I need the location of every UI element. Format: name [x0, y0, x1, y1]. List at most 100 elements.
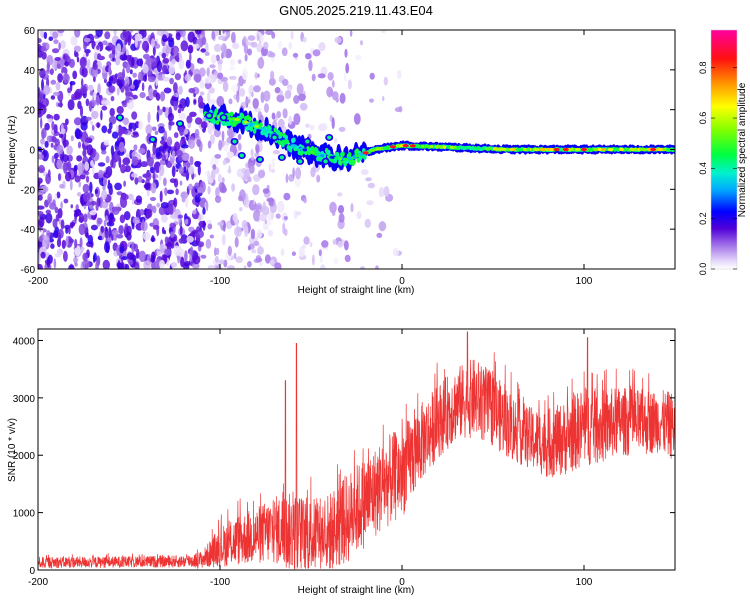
spectrogram-noise-blob: [298, 246, 305, 258]
spectrogram-noise-blob: [85, 116, 92, 121]
spectrogram-noise-blob: [223, 220, 226, 232]
spectrogram-noise-blob: [142, 64, 149, 74]
spectrogram-noise-blob: [109, 75, 114, 82]
spectrogram-ridge-mid: [249, 126, 254, 132]
spectrogram-noise-blob: [210, 54, 217, 64]
spectrogram-noise-blob: [268, 197, 274, 206]
spectrogram-ridge-mid: [327, 149, 331, 155]
spectrogram-ridge-core: [285, 140, 289, 144]
spectrogram-blob-core: [117, 115, 123, 120]
spectrogram-noise-blob: [74, 238, 78, 249]
spectrogram-blob-core: [232, 139, 237, 144]
spectrogram-noise-blob: [226, 151, 235, 158]
spectrogram-noise-blob: [258, 213, 267, 222]
spectrogram-noise-blob: [97, 217, 103, 225]
spectrogram-noise-blob: [47, 193, 53, 204]
spectrogram-noise-blob: [109, 213, 115, 221]
spectrogram-noise-blob: [200, 121, 208, 129]
spectrogram-noise-blob: [84, 161, 90, 171]
spectrogram-noise-blob: [125, 61, 131, 74]
spectrogram-noise-blob: [221, 130, 225, 142]
colorbar-tick-label: 0.2: [698, 212, 708, 225]
snr-frame: [37, 328, 676, 571]
spectrogram-noise-blob: [174, 141, 181, 152]
spectrogram-noise-blob: [40, 251, 46, 259]
spectrogram-noise-blob: [221, 52, 224, 59]
spectrogram-noise-blob: [293, 95, 300, 104]
spectrogram-noise-blob: [224, 48, 232, 59]
spectrogram-noise-blob: [382, 95, 385, 102]
spectrogram-noise-blob: [53, 123, 58, 134]
spectrogram-noise-blob: [383, 76, 388, 86]
snr-ytick-label: 2000: [13, 451, 36, 462]
spectrogram-noise-blob: [196, 226, 201, 233]
spectrogram-noise-blob: [344, 254, 351, 263]
spectrogram-noise-blob: [121, 256, 128, 261]
spectrogram-noise-blob: [183, 262, 190, 269]
spectrogram-noise-blob: [116, 87, 120, 96]
spectrogram-noise-blob: [137, 176, 143, 183]
spectrogram-noise-blob: [85, 98, 90, 107]
spectrogram-noise-blob: [221, 182, 225, 193]
spectrogram-noise-blob: [56, 144, 64, 155]
snr-line: [38, 331, 675, 570]
spectrogram-noise-blob: [97, 83, 101, 95]
spectrogram-noise-blob: [111, 131, 119, 139]
spectrogram-noise-blob: [257, 169, 266, 179]
spectrogram-noise-blob: [178, 85, 183, 95]
spectrogram-noise-blob: [187, 44, 194, 54]
spectrogram-marks: [38, 30, 675, 269]
spectrogram-noise-blob: [209, 64, 216, 69]
spectrogram-noise-blob: [364, 218, 371, 228]
spectrogram-ridge-core: [539, 147, 547, 152]
spectrogram-noise-blob: [181, 144, 189, 149]
spectrogram-noise-blob: [65, 171, 72, 182]
spectrogram-noise-blob: [100, 225, 105, 233]
spectrogram-noise-blob: [81, 78, 84, 88]
spectrogram-noise-blob: [170, 262, 177, 268]
spectrogram-noise-blob: [102, 40, 108, 46]
spectrogram-noise-blob: [247, 245, 251, 251]
spectrogram-noise-blob: [129, 69, 133, 75]
spectrogram-noise-blob: [160, 202, 169, 209]
spectrogram-noise-blob: [185, 59, 191, 69]
spectrogram-noise-blob: [138, 79, 141, 84]
spectrogram-noise-blob: [161, 52, 167, 59]
colorbar-tick-label: 0.4: [698, 162, 708, 175]
spectrogram-noise-blob: [124, 263, 130, 269]
spectrogram-noise-blob: [88, 84, 94, 92]
spectrogram-noise-blob: [95, 261, 99, 269]
spectrogram-noise-blob: [138, 250, 147, 262]
spectrogram-noise-blob: [114, 182, 122, 191]
spectrogram-noise-blob: [71, 94, 75, 100]
spectrogram-noise-blob: [178, 166, 184, 175]
spectrogram-noise-blob: [53, 113, 60, 121]
spectrogram-noise-blob: [119, 246, 125, 254]
spectrogram-noise-blob: [332, 211, 336, 216]
spectrogram-noise-blob: [228, 98, 233, 105]
spectrogram-noise-blob: [220, 76, 228, 82]
spectrogram-noise-blob: [271, 112, 276, 120]
spectrogram-noise-blob: [205, 238, 212, 249]
spectrogram-blob-core: [297, 159, 303, 164]
spectrogram-noise-blob: [256, 33, 260, 42]
spectrogram-noise-blob: [50, 243, 55, 249]
spectrogram-noise-blob: [211, 31, 216, 40]
spectrogram-ridge-core: [311, 151, 316, 155]
spectrogram-noise-blob: [194, 128, 200, 139]
spectrogram-noise-blob: [162, 57, 170, 64]
spectrogram-noise-blob: [194, 117, 203, 125]
spectrogram-ridge-core: [234, 117, 241, 122]
spectrogram-noise-blob: [130, 84, 136, 90]
spectrogram-noise-blob: [58, 133, 64, 138]
spectrogram-noise-blob: [169, 139, 173, 145]
spectrogram-noise-blob: [98, 235, 102, 240]
spectrogram-noise-blob: [303, 236, 310, 245]
spectrogram-noise-blob: [173, 197, 178, 208]
spectrogram-noise-blob: [184, 250, 188, 262]
spectrogram-noise-blob: [45, 42, 49, 50]
spectrogram-ytick-label: 0: [29, 146, 35, 157]
spectrogram-noise-blob: [244, 54, 248, 62]
spectrogram-noise-blob: [59, 58, 66, 65]
